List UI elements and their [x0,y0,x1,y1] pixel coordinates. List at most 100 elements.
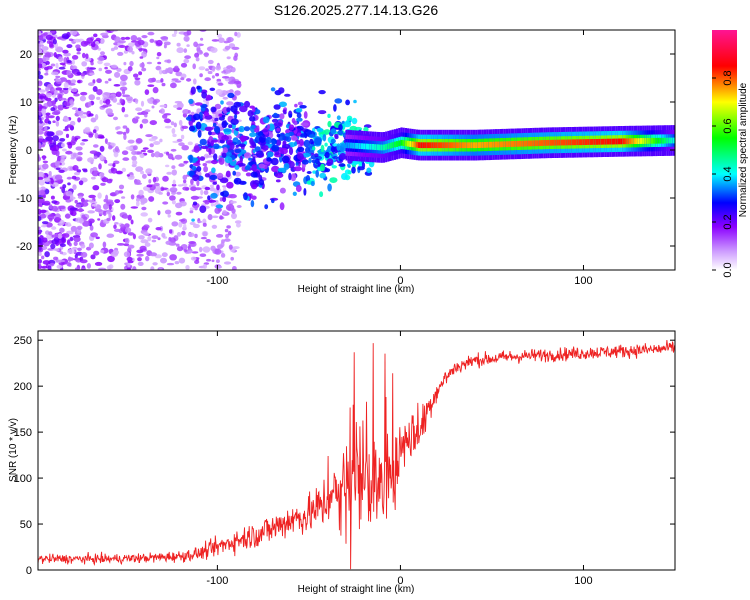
speckle-mark [116,243,125,246]
speckle-mark [63,52,71,57]
speckle-mark [197,172,202,176]
ridge-mark [584,139,588,145]
speckle-mark [88,94,95,101]
speckle-mark [76,156,83,162]
speckle-mark [181,145,189,151]
cluster-mark [336,115,341,120]
speckle-mark [216,234,224,238]
cluster-mark [194,102,203,106]
cluster-mark [324,142,328,147]
cluster-mark [200,145,209,150]
cluster-mark [212,122,217,127]
cluster-mark [366,167,372,174]
speckle-mark [149,120,157,126]
speckle-mark [171,221,179,227]
ridge-mark [492,141,495,148]
speckle-mark [135,116,140,120]
ridge-mark [497,141,500,148]
cluster-mark [203,112,210,117]
speckle-mark [96,78,102,84]
speckle-mark [150,152,155,158]
speckle-mark [90,61,94,66]
speckle-mark [65,199,72,203]
speckle-mark [93,250,100,256]
speckle-mark [55,130,64,136]
speckle-mark [136,253,144,257]
speckle-mark [171,200,176,205]
speckle-mark [178,163,185,167]
speckle-mark [88,194,96,199]
speckle-mark [107,255,115,263]
cluster-mark [310,180,315,187]
speckle-mark [171,33,177,37]
ridge-mark [657,137,660,144]
speckle-mark [152,176,157,183]
speckle-mark [99,99,103,105]
speckle-mark [203,190,209,196]
cluster-mark [237,163,246,167]
cluster-mark [214,117,219,122]
speckle-mark [211,75,215,79]
ridge-mark [538,140,541,146]
ridge-mark [655,137,658,144]
cluster-mark [327,183,332,192]
cluster-mark [235,144,239,148]
speckle-mark [111,167,115,172]
ridge-mark [620,138,623,145]
speckle-mark [171,183,177,187]
cluster-mark [326,158,334,166]
ridge-mark [420,142,423,149]
speckle-mark [83,169,88,173]
colorbar-ticks: 0.0 0.2 0.4 0.6 0.8 [712,70,734,278]
speckle-mark [50,30,56,34]
cluster-mark [251,141,256,148]
ridge-mark [437,142,440,149]
cluster-mark [239,105,248,113]
cluster-mark [279,202,285,211]
speckle-mark [52,120,56,123]
speckle-mark [96,96,101,100]
cluster-mark [275,179,281,183]
speckle-mark [60,179,64,183]
speckle-mark [48,115,55,119]
ridge-mark [407,140,410,147]
speckle-mark [169,195,176,201]
speckle-mark [41,109,46,116]
speckle-mark [38,98,42,104]
cluster-mark [229,161,237,167]
ridge-mark [349,142,353,149]
speckle-mark [38,45,41,52]
speckle-mark [127,214,132,221]
speckle-mark [103,92,111,96]
speckle-mark [69,236,74,242]
speckle-mark [82,52,86,59]
speckle-mark [137,257,142,262]
speckle-mark [195,57,200,62]
ridge-mark [626,138,629,145]
ridge-mark [503,141,506,148]
cluster-mark [308,157,312,164]
cluster-mark [216,172,224,179]
cluster-mark [252,106,256,113]
speckle-mark [45,34,54,41]
speckle-mark [38,171,45,178]
speckle-mark [173,104,179,108]
ridge-mark [411,141,414,148]
cluster-mark [255,150,264,158]
cluster-mark [279,113,285,120]
ridge-mark [376,144,379,151]
speckle-mark [138,71,143,76]
speckle-mark [144,109,151,113]
cluster-mark [302,152,311,158]
speckle-mark [118,45,126,48]
speckle-mark [166,189,170,193]
speckle-mark [66,44,73,49]
speckle-mark [55,160,60,166]
speckle-mark [38,30,41,36]
cluster-mark [262,145,269,151]
cluster-mark [322,134,327,142]
speckle-mark [69,99,74,105]
speckle-mark [38,70,41,76]
speckle-mark [127,42,135,48]
cluster-mark [232,170,236,176]
